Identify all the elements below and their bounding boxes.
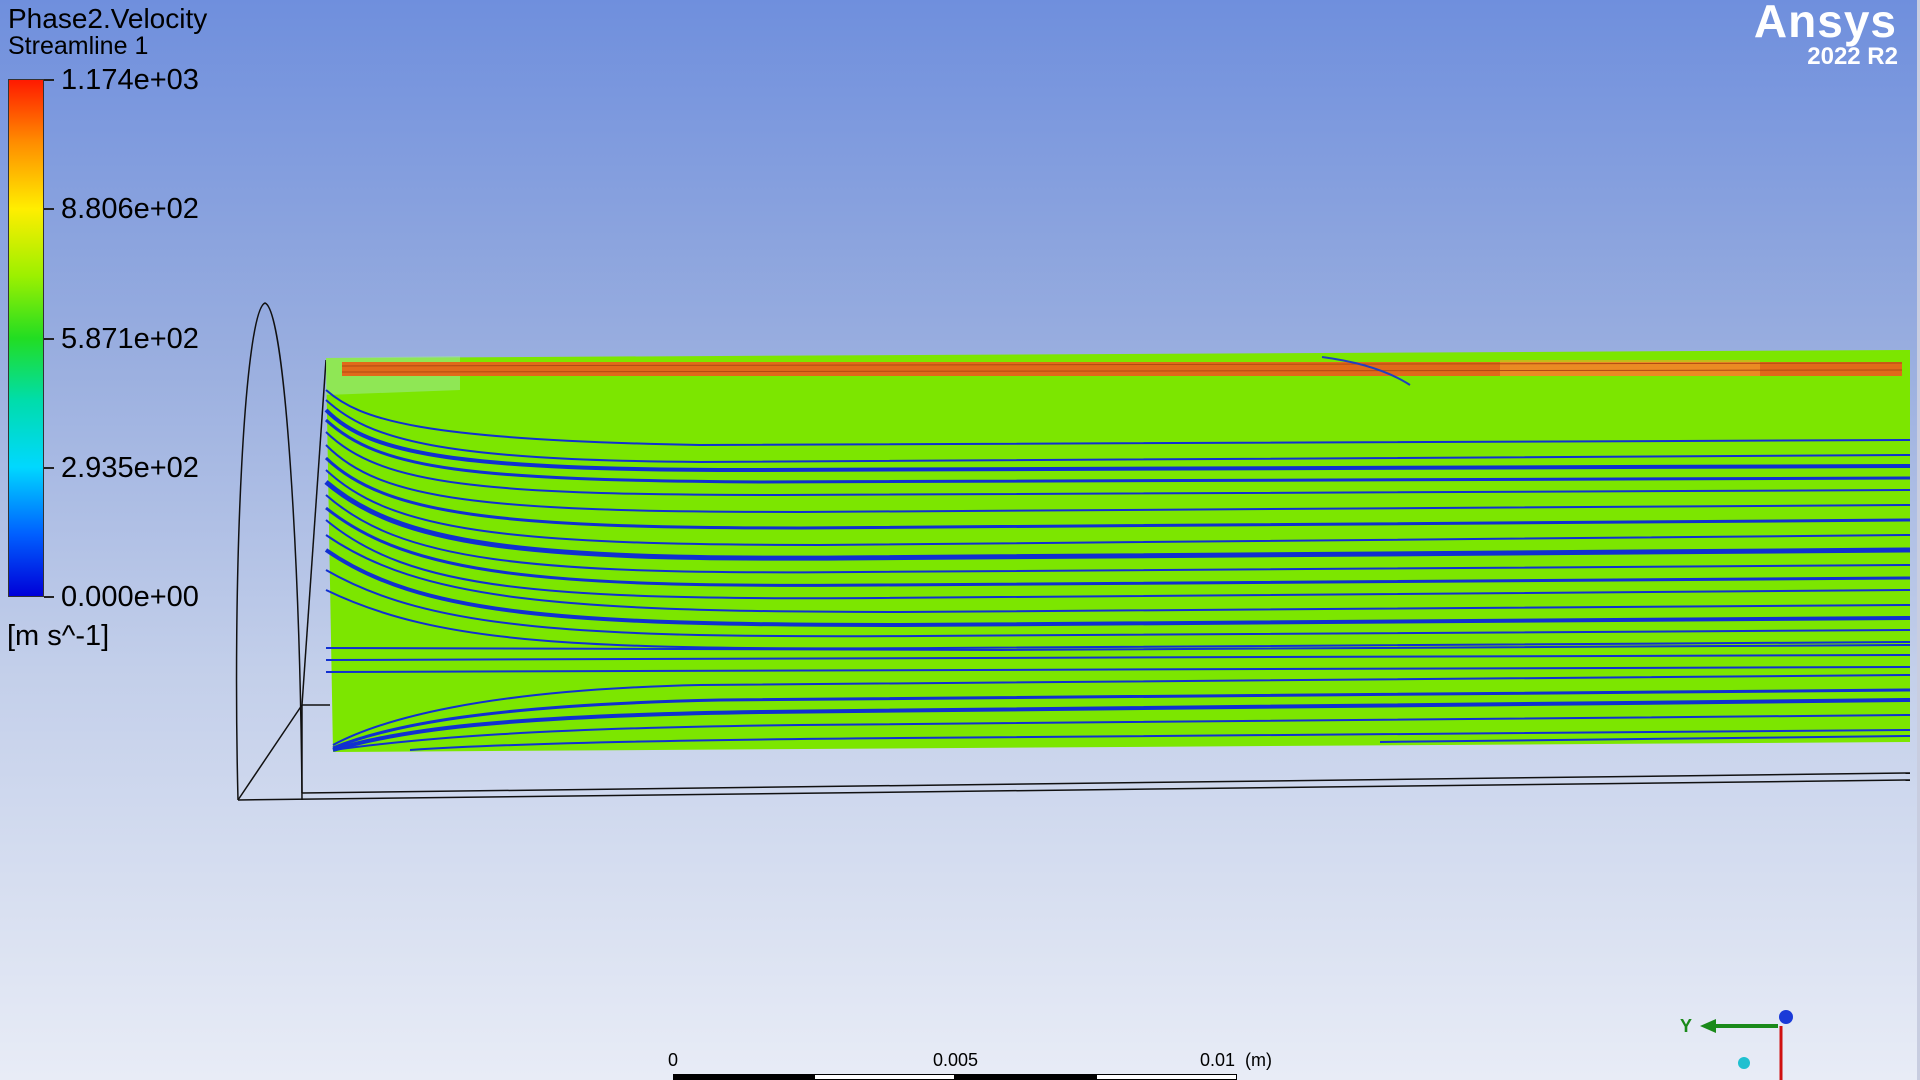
legend-tick (44, 208, 54, 210)
ruler-segment (955, 1074, 1096, 1080)
ruler-segment (814, 1074, 955, 1080)
ruler-segment (673, 1074, 814, 1080)
streamline (325, 444, 1911, 514)
domain-edge-bottom-front (237, 779, 1911, 801)
streamline (332, 698, 1911, 752)
axis-triad[interactable] (1660, 995, 1800, 1080)
ruler-label-mid: 0.005 (933, 1050, 979, 1070)
domain-wireframe (235, 302, 1911, 801)
legend-unit: [m s^-1] (7, 620, 110, 652)
legend-tick (44, 467, 54, 469)
legend-tick-label: 2.935e+02 (61, 452, 199, 484)
inlet-outline-curve (235, 302, 303, 801)
streamline (325, 666, 1911, 673)
flow-field-region (326, 350, 1910, 752)
legend-tick (44, 596, 54, 598)
streamline (1379, 735, 1911, 743)
streamline (325, 431, 1911, 497)
streamline (325, 506, 1911, 587)
streamline (324, 480, 1911, 561)
legend-tick-label-max: 1.174e+03 (61, 64, 199, 96)
streamline (324, 548, 1911, 628)
streamline (325, 569, 1911, 638)
streamline (324, 408, 1911, 473)
streamline (324, 456, 1911, 530)
viewport-edge (1917, 0, 1920, 1080)
legend-title: Phase2.Velocity (8, 3, 208, 34)
x-axis-marker (1779, 1010, 1793, 1024)
legend-subtitle: Streamline 1 (8, 32, 149, 60)
streamline (325, 389, 1911, 447)
streamline (325, 469, 1911, 547)
ruler-segment (1096, 1074, 1237, 1080)
streamlines (324, 389, 1911, 752)
legend-tick-label: 5.871e+02 (61, 323, 199, 355)
ansys-version: 2022 R2 (1807, 43, 1898, 70)
legend-tick (44, 79, 54, 81)
ansys-logo: Ansys (1753, 0, 1897, 47)
streamline (332, 688, 1911, 750)
domain-edge-corner (237, 704, 303, 801)
ruler-label-end: 0.01 (1200, 1050, 1236, 1070)
streamline (325, 494, 1911, 574)
streamline (332, 674, 1911, 746)
domain-edge-bottom-back (301, 772, 1911, 794)
streamline (332, 714, 1911, 751)
y-axis-label: Y (1680, 1016, 1693, 1036)
color-legend-bar (8, 79, 44, 597)
streamline (325, 654, 1911, 661)
ruler-label-start: 0 (668, 1050, 679, 1070)
jet-highlight (1500, 360, 1760, 376)
triad-origin (1738, 1057, 1750, 1069)
streamline (325, 589, 1911, 650)
streamline (325, 519, 1911, 600)
legend-tick (44, 338, 54, 340)
streamline (325, 534, 1911, 614)
ruler-unit: (m) (1245, 1050, 1272, 1070)
domain-edge-inlet (301, 359, 327, 706)
streamline (325, 399, 1911, 464)
streamline (324, 418, 1911, 484)
streamline (325, 644, 1911, 652)
legend-tick-label: 8.806e+02 (61, 193, 199, 225)
legend-tick-label-min: 0.000e+00 (61, 581, 199, 613)
streamline (409, 729, 1911, 751)
